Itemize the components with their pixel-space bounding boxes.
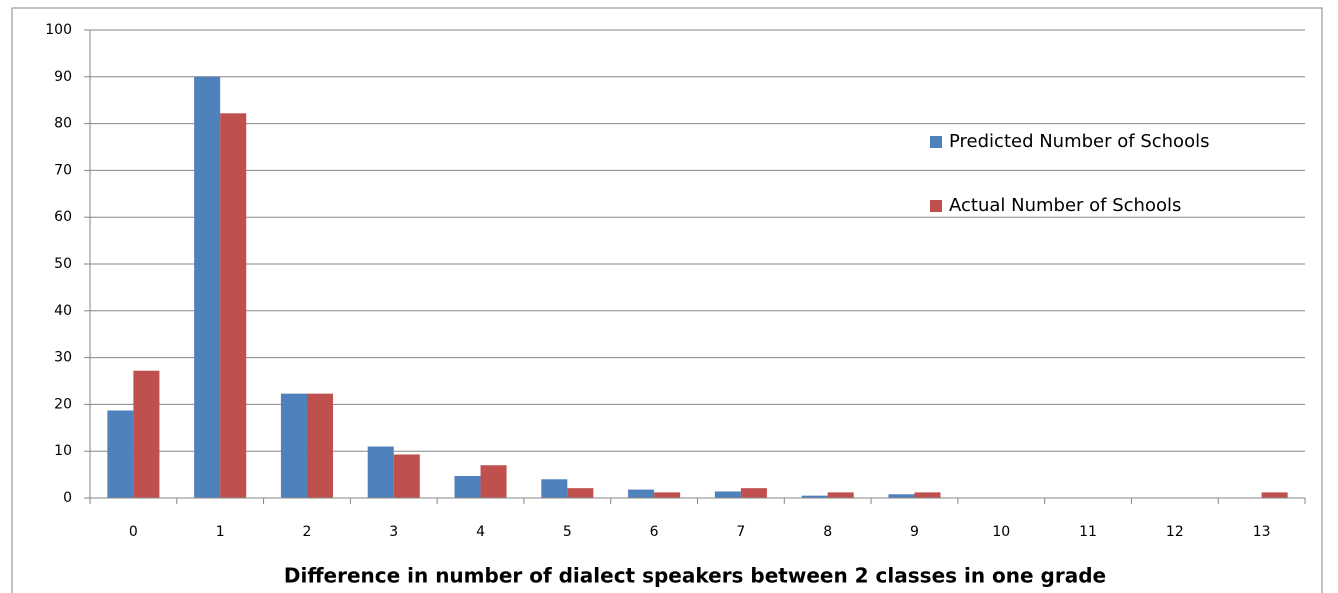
y-tick-label: 10 — [54, 443, 72, 459]
y-tick-label: 70 — [54, 162, 72, 178]
legend-label: Predicted Number of Schools — [949, 131, 1209, 152]
bar — [654, 492, 681, 498]
x-tick-label: 12 — [1166, 524, 1184, 540]
bar — [827, 492, 854, 498]
bar — [280, 393, 307, 498]
x-tick-label: 5 — [563, 524, 572, 540]
bar — [914, 492, 941, 498]
bar — [801, 495, 828, 498]
bar — [628, 489, 655, 498]
x-axis-label: Difference in number of dialect speakers… — [284, 564, 1106, 588]
bar — [306, 393, 333, 498]
y-tick-label: 100 — [45, 22, 72, 38]
bar — [541, 479, 568, 498]
x-tick-label: 10 — [992, 524, 1010, 540]
legend-swatch — [930, 136, 942, 148]
y-tick-label: 90 — [54, 69, 72, 85]
y-tick-label: 60 — [54, 209, 72, 225]
bar — [1261, 492, 1288, 498]
bar — [740, 488, 767, 498]
x-tick-label: 2 — [303, 524, 312, 540]
bar — [454, 476, 481, 498]
x-tick-label: 6 — [650, 524, 659, 540]
legend-label: Actual Number of Schools — [949, 195, 1181, 216]
x-tick-label: 1 — [216, 524, 225, 540]
x-tick-label: 8 — [823, 524, 832, 540]
x-tick-label: 9 — [910, 524, 919, 540]
bar — [194, 76, 221, 499]
x-tick-label: 4 — [476, 524, 485, 540]
bar — [714, 491, 741, 498]
x-tick-label: 0 — [129, 524, 138, 540]
y-tick-label: 80 — [54, 116, 72, 132]
bar — [567, 488, 594, 498]
bar — [393, 454, 420, 498]
bar — [888, 494, 915, 498]
bar — [480, 465, 507, 498]
legend-swatch — [930, 200, 942, 212]
y-tick-label: 40 — [54, 303, 72, 319]
x-tick-label: 13 — [1253, 524, 1271, 540]
y-tick-label: 20 — [54, 396, 72, 412]
bar — [133, 370, 160, 498]
bar — [107, 410, 134, 498]
x-tick-label: 11 — [1079, 524, 1097, 540]
bar — [220, 113, 247, 498]
bar — [367, 446, 394, 498]
y-tick-label: 0 — [63, 490, 72, 506]
y-tick-label: 50 — [54, 256, 72, 272]
x-tick-label: 7 — [736, 524, 745, 540]
y-tick-label: 30 — [54, 350, 72, 366]
x-tick-label: 3 — [389, 524, 398, 540]
